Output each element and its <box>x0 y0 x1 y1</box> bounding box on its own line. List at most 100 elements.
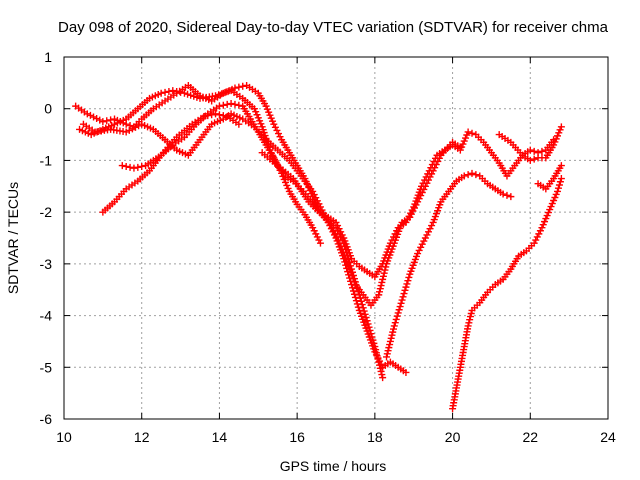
data-point <box>350 275 358 283</box>
chart-title: Day 098 of 2020, Sidereal Day-to-day VTE… <box>58 19 609 36</box>
data-point <box>397 299 405 307</box>
data-point <box>332 224 340 232</box>
data-point <box>553 187 561 195</box>
data-point <box>526 156 534 164</box>
data-point <box>212 110 220 118</box>
data-point <box>465 319 473 327</box>
data-point <box>352 281 360 289</box>
data-point <box>412 201 420 209</box>
data-point <box>400 290 408 298</box>
data-point <box>376 285 384 293</box>
data-point <box>349 271 357 279</box>
data-point <box>532 236 540 244</box>
data-point <box>386 337 394 345</box>
data-point <box>376 361 384 369</box>
data-point <box>373 352 381 360</box>
data-point <box>231 84 239 92</box>
data-point <box>361 310 369 318</box>
data-point <box>375 291 383 299</box>
data-point <box>370 339 378 347</box>
data-point <box>402 368 410 376</box>
data-point <box>415 246 423 254</box>
y-tick-label: -2 <box>40 204 53 220</box>
data-point <box>410 204 418 212</box>
x-tick-labels: 10 12 14 16 18 20 22 24 <box>56 429 616 445</box>
data-point <box>353 284 361 292</box>
data-point <box>428 222 436 230</box>
data-point <box>384 347 392 355</box>
series-trace-10 <box>534 162 565 193</box>
data-point <box>368 333 376 341</box>
data-point <box>348 265 356 273</box>
data-point <box>365 323 373 331</box>
data-point <box>526 146 534 154</box>
data-point <box>383 353 391 361</box>
data-point <box>429 167 437 175</box>
data-point <box>231 100 239 108</box>
data-point <box>535 230 543 238</box>
data-point <box>466 316 474 324</box>
y-tick-label: -5 <box>40 359 53 375</box>
data-point <box>107 116 115 124</box>
data-point <box>357 297 365 305</box>
data-point <box>414 250 422 258</box>
data-point <box>472 171 480 179</box>
data-point <box>342 246 350 254</box>
data-point <box>309 187 317 195</box>
data-point <box>208 111 216 119</box>
data-point <box>414 198 422 206</box>
data-point <box>309 224 317 232</box>
data-point <box>390 322 398 330</box>
data-point <box>125 126 133 134</box>
y-tick-label: 1 <box>44 49 52 65</box>
data-point <box>426 173 434 181</box>
data-point <box>387 334 395 342</box>
x-tick-label: 10 <box>56 429 72 445</box>
data-point <box>212 92 220 100</box>
data-point <box>271 123 279 131</box>
data-point <box>530 155 538 163</box>
data-point <box>426 225 434 233</box>
x-axis-label: GPS time / hours <box>280 458 387 474</box>
data-point <box>406 213 414 221</box>
data-point <box>187 91 195 99</box>
data-point <box>83 110 91 118</box>
data-point <box>316 203 324 211</box>
data-point <box>134 163 142 171</box>
data-point <box>219 112 227 120</box>
data-point <box>377 282 385 290</box>
data-point <box>316 239 324 247</box>
data-point <box>310 191 318 199</box>
data-point <box>456 144 464 151</box>
data-point <box>313 233 321 241</box>
data-point <box>337 233 345 241</box>
x-tick-label: 22 <box>522 429 538 445</box>
data-point <box>378 278 386 286</box>
data-point <box>273 126 281 134</box>
data-point <box>374 355 382 363</box>
data-point <box>557 123 565 131</box>
data-point <box>184 90 192 98</box>
data-point <box>464 171 472 179</box>
data-point <box>215 91 223 99</box>
data-point <box>93 115 101 123</box>
data-point <box>177 88 185 96</box>
series-trace-6 <box>258 149 387 382</box>
data-point <box>138 162 146 170</box>
data-point <box>405 273 413 281</box>
data-point <box>358 301 366 309</box>
data-marks <box>72 81 565 413</box>
data-point <box>503 191 511 199</box>
data-point <box>464 128 472 136</box>
plot-frame <box>63 56 609 420</box>
data-point <box>90 113 98 121</box>
data-point <box>538 147 546 155</box>
data-point <box>354 288 362 296</box>
data-point <box>378 371 386 379</box>
data-point <box>421 182 429 190</box>
data-point <box>239 82 247 90</box>
data-point <box>460 172 468 180</box>
data-point <box>434 157 442 165</box>
data-point <box>424 176 432 184</box>
